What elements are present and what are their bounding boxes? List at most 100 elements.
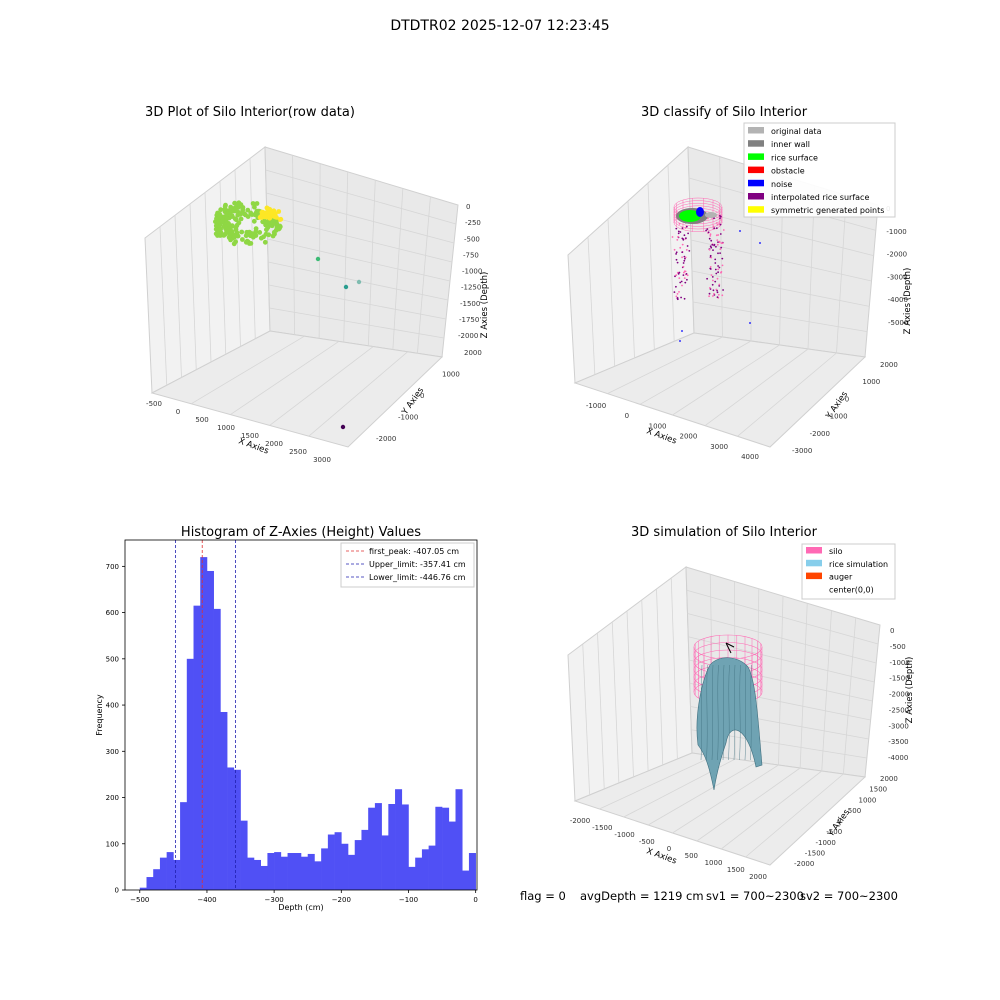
histogram-y-tick-label: 600 [106, 609, 119, 617]
raw-3d-y-tick-label: 0 [420, 392, 424, 400]
histogram-bar [139, 887, 147, 890]
raw-point [245, 214, 251, 219]
histogram-axes-frame [124, 539, 478, 891]
interpolated-point [722, 289, 724, 291]
raw-point [226, 235, 232, 240]
status-sv1: sv1 = 700~2300 [706, 889, 804, 903]
simulation-3d-z-tick-label: -1500 [889, 675, 909, 683]
histogram-bar [428, 845, 436, 890]
interpolated-point [709, 266, 712, 268]
classify-3d-x-tick-label: 2000 [679, 433, 697, 441]
histogram-y-tick-label: 0 [115, 887, 119, 895]
interpolated-point [716, 223, 719, 226]
surface-mesh-line [728, 664, 730, 761]
interpolated-point [712, 249, 714, 252]
interpolated-point [710, 239, 713, 242]
classify-3d-z-tick-label: -1000 [886, 228, 906, 236]
interpolated-point [709, 235, 712, 237]
raw-point [232, 234, 237, 240]
histogram-bar [388, 804, 396, 890]
histogram-bar [395, 789, 403, 890]
interpolated-point [678, 271, 681, 274]
legend-label: original data [771, 127, 822, 136]
raw-3d-z-tick-label: -500 [464, 235, 480, 243]
raw-point [270, 220, 276, 225]
interpolated-point [718, 266, 721, 269]
interpolated-point [719, 217, 721, 220]
interpolated-point [715, 245, 717, 248]
interpolated-point [673, 248, 676, 251]
interpolated-point [713, 217, 715, 220]
interpolated-point [717, 252, 719, 255]
surface-mesh-line [711, 664, 714, 761]
raw-point [271, 229, 277, 235]
raw-point [219, 219, 225, 224]
simulation-3d-y-tick-label: -1000 [816, 839, 836, 847]
interpolated-point [708, 237, 711, 240]
simulation-3d-x-tick-label: -500 [639, 838, 655, 846]
interpolated-point [712, 295, 714, 297]
histogram-bar [361, 829, 369, 890]
simulation-3d-x-tick-label: -1500 [592, 824, 612, 832]
legend-swatch [748, 127, 764, 134]
interpolated-point [721, 294, 724, 297]
raw-point [260, 209, 265, 215]
noise-point [679, 340, 681, 342]
interpolated-point [713, 292, 715, 295]
interpolated-point [683, 234, 686, 237]
raw-point [240, 205, 245, 210]
interpolated-point [685, 237, 687, 240]
raw-point [231, 208, 236, 214]
legend-label: center(0,0) [829, 585, 874, 594]
interpolated-point [688, 250, 691, 252]
interpolated-point [684, 256, 687, 259]
histogram-plot: Histogram of Z-Axies (Height) Values −50… [95, 525, 478, 912]
interpolated-point [677, 273, 680, 275]
histogram-bar [468, 853, 476, 890]
interpolated-point [715, 234, 718, 237]
histogram-y-tick-label: 100 [106, 840, 119, 848]
interpolated-point [681, 284, 683, 287]
raw-3d-z-tick-label: -250 [465, 219, 481, 227]
simulation-3d-z-tick-label: -1000 [890, 659, 910, 667]
raw-point [217, 233, 223, 238]
interpolated-point [717, 241, 719, 244]
raw-point [276, 209, 282, 214]
interpolated-point [677, 235, 679, 238]
raw-3d-x-tick-label: 2000 [265, 440, 283, 448]
classify-3d-x-tick-label: 0 [625, 412, 629, 420]
interpolated-point [706, 277, 708, 280]
panel-classify-3d: 3D classify of Silo Interior -1000 0 1000 2… [560, 95, 920, 465]
raw-3d-z-tick-label: 0 [466, 203, 470, 211]
simulation-3d-x-tick-label: 1000 [705, 859, 723, 867]
histogram-x-tick-label: 0 [473, 896, 477, 904]
interpolated-point [716, 243, 719, 246]
interpolated-point [715, 227, 718, 230]
legend-label: noise [771, 180, 792, 189]
interpolated-point [678, 277, 681, 279]
raw-3d-y-tick-label: -2000 [376, 435, 396, 443]
histogram-bar [374, 803, 382, 890]
status-flag: flag = 0 [520, 889, 566, 903]
interpolated-point [721, 257, 724, 260]
interpolated-point [713, 243, 716, 246]
interpolated-point [712, 289, 715, 292]
raw-point [253, 229, 259, 235]
histogram-bar [321, 848, 329, 890]
legend-label: inner wall [771, 140, 810, 149]
simulation-3d-y-tick-label: 2000 [880, 775, 898, 783]
raw-3d-x-tick-label: -500 [146, 400, 162, 408]
raw-point [252, 204, 257, 210]
surface-mesh-line [750, 664, 752, 761]
classify-3d-x-tick-label: 4000 [741, 453, 759, 461]
interpolated-point [676, 293, 679, 295]
interpolated-point [674, 275, 676, 278]
interpolated-point [684, 270, 687, 273]
legend-swatch [748, 153, 764, 160]
classify-3d-z-tick-label: -5000 [888, 319, 908, 327]
interpolated-point [716, 296, 719, 298]
raw-point [234, 201, 240, 207]
surface-mesh-line [744, 664, 747, 761]
raw-point [248, 210, 254, 216]
histogram-bar [247, 857, 255, 890]
